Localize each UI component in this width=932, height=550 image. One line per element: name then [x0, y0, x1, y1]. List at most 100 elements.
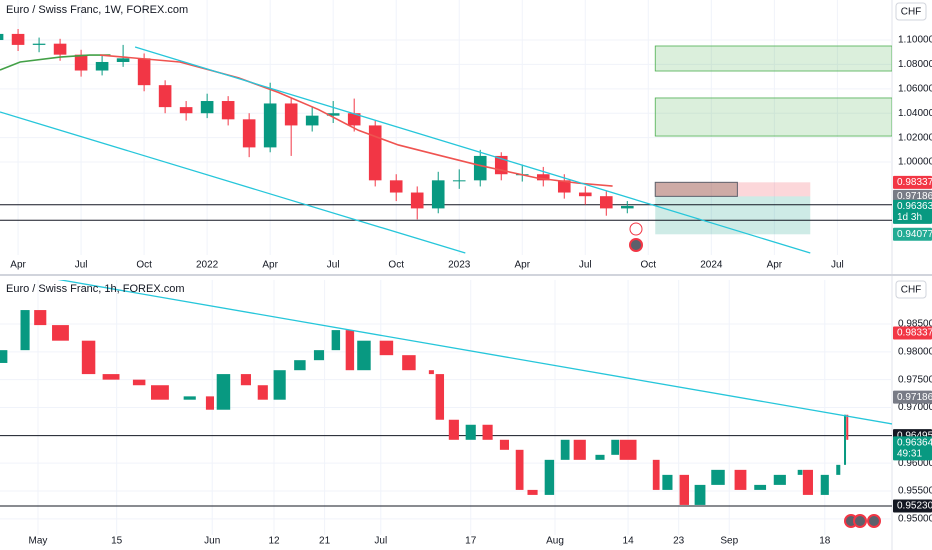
candle-body — [368, 125, 382, 181]
candle-body — [844, 414, 847, 465]
price-label: 0.96364 — [897, 438, 932, 449]
candle-body — [820, 474, 829, 495]
candle-body — [242, 119, 256, 148]
candle-body — [221, 101, 235, 120]
candle-body — [116, 58, 130, 62]
x-tick-label: Sep — [720, 536, 738, 547]
stop-area — [655, 182, 811, 197]
x-tick-label: 21 — [319, 536, 331, 547]
icon[interactable] — [867, 514, 881, 528]
y-tick-label: 0.96000 — [898, 458, 932, 469]
candle-body — [81, 340, 96, 375]
y-tick-label: 0.98500 — [898, 319, 932, 330]
candle-body — [595, 454, 605, 460]
candle-body — [754, 484, 767, 490]
candle-body — [137, 58, 151, 86]
candle-body — [620, 205, 634, 209]
candle-body — [402, 355, 416, 371]
candle-body — [482, 424, 493, 440]
price-label-box — [893, 189, 932, 203]
currency-box[interactable] — [895, 280, 927, 299]
candle-body — [379, 340, 394, 356]
price-label-box — [893, 390, 932, 404]
candle-body — [273, 370, 286, 400]
candle-body — [20, 310, 30, 351]
price-label: 0.94077 — [897, 229, 932, 240]
x-tick-label: 2023 — [448, 260, 471, 271]
candle-body — [158, 85, 172, 108]
icon[interactable] — [629, 238, 643, 252]
y-tick-label: 0.95500 — [898, 486, 932, 497]
candle-body — [95, 61, 109, 71]
x-tick-label: 14 — [623, 536, 635, 547]
candle-body — [11, 33, 25, 45]
currency-box[interactable] — [895, 2, 927, 21]
candle-body — [0, 350, 8, 363]
plot-top — [0, 0, 892, 255]
y-tick-label: 0.98000 — [898, 346, 932, 357]
x-tick-label: Oct — [641, 260, 657, 271]
event-icons[interactable] — [629, 222, 881, 528]
price-label-timer: 1d 3h — [897, 212, 922, 223]
candle-body — [179, 107, 193, 114]
currency: CHF — [901, 285, 922, 296]
icon[interactable] — [853, 514, 867, 528]
price-label: 0.97186 — [897, 191, 932, 202]
price-label: 0.95230 — [897, 501, 932, 512]
x-tick-label: Apr — [767, 260, 783, 271]
x-tick-label: Jul — [374, 536, 387, 547]
candle-body — [435, 374, 445, 420]
candle-body — [448, 419, 459, 440]
candle-body — [326, 113, 340, 116]
x-tick-label: Apr — [514, 260, 530, 271]
candle-body — [257, 385, 268, 400]
y-tick-label: 0.95000 — [898, 513, 932, 524]
x-tick-label: May — [29, 536, 48, 547]
candle-body — [836, 464, 841, 475]
candle-body — [52, 325, 69, 341]
candle-body — [347, 113, 361, 126]
price-label: 0.98337 — [897, 177, 932, 188]
candle-body — [431, 180, 445, 209]
candle-body — [452, 180, 466, 182]
y-tick-label: 0.97500 — [898, 374, 932, 385]
candle-body — [465, 424, 476, 440]
price-label: 0.97186 — [897, 392, 932, 403]
target-area — [655, 196, 811, 235]
x-tick-label: Jul — [579, 260, 592, 271]
icon[interactable] — [629, 222, 643, 236]
axes: 1.10000 1.08000 1.06000 1.04000 1.02000 1.000… — [10, 35, 932, 547]
candle-body — [389, 180, 403, 193]
candle-body — [797, 469, 803, 475]
trend-line — [134, 46, 811, 254]
candle-body — [240, 374, 251, 386]
price-label-box — [893, 227, 932, 241]
candle-body — [679, 474, 690, 505]
candle-body — [216, 374, 231, 410]
price-label: 0.96495 — [897, 430, 932, 441]
candle-body — [652, 459, 660, 490]
price-label-box — [893, 326, 932, 340]
candle-body — [428, 370, 434, 375]
candle-body — [578, 192, 592, 197]
candle-body — [515, 449, 524, 490]
y-tick-label: 0.97000 — [898, 402, 932, 413]
candle-body — [294, 360, 306, 371]
candle-body — [205, 396, 215, 410]
plot-bottom — [0, 280, 892, 535]
x-tick-label: Jul — [327, 260, 340, 271]
candle-body — [573, 439, 586, 460]
price-label-box — [893, 499, 932, 513]
candle-body — [0, 33, 4, 41]
price-label-box — [893, 436, 932, 461]
candle-body — [619, 439, 637, 460]
candle-body — [499, 439, 509, 450]
chart-title: Euro / Swiss Franc, 1h, FOREX.com — [6, 283, 185, 295]
price-label-box — [893, 175, 932, 189]
candle-body — [102, 374, 120, 380]
zone — [654, 45, 892, 72]
candle-body — [527, 489, 538, 495]
price-label: 0.98337 — [897, 328, 932, 339]
x-tick-label: Aug — [546, 536, 564, 547]
